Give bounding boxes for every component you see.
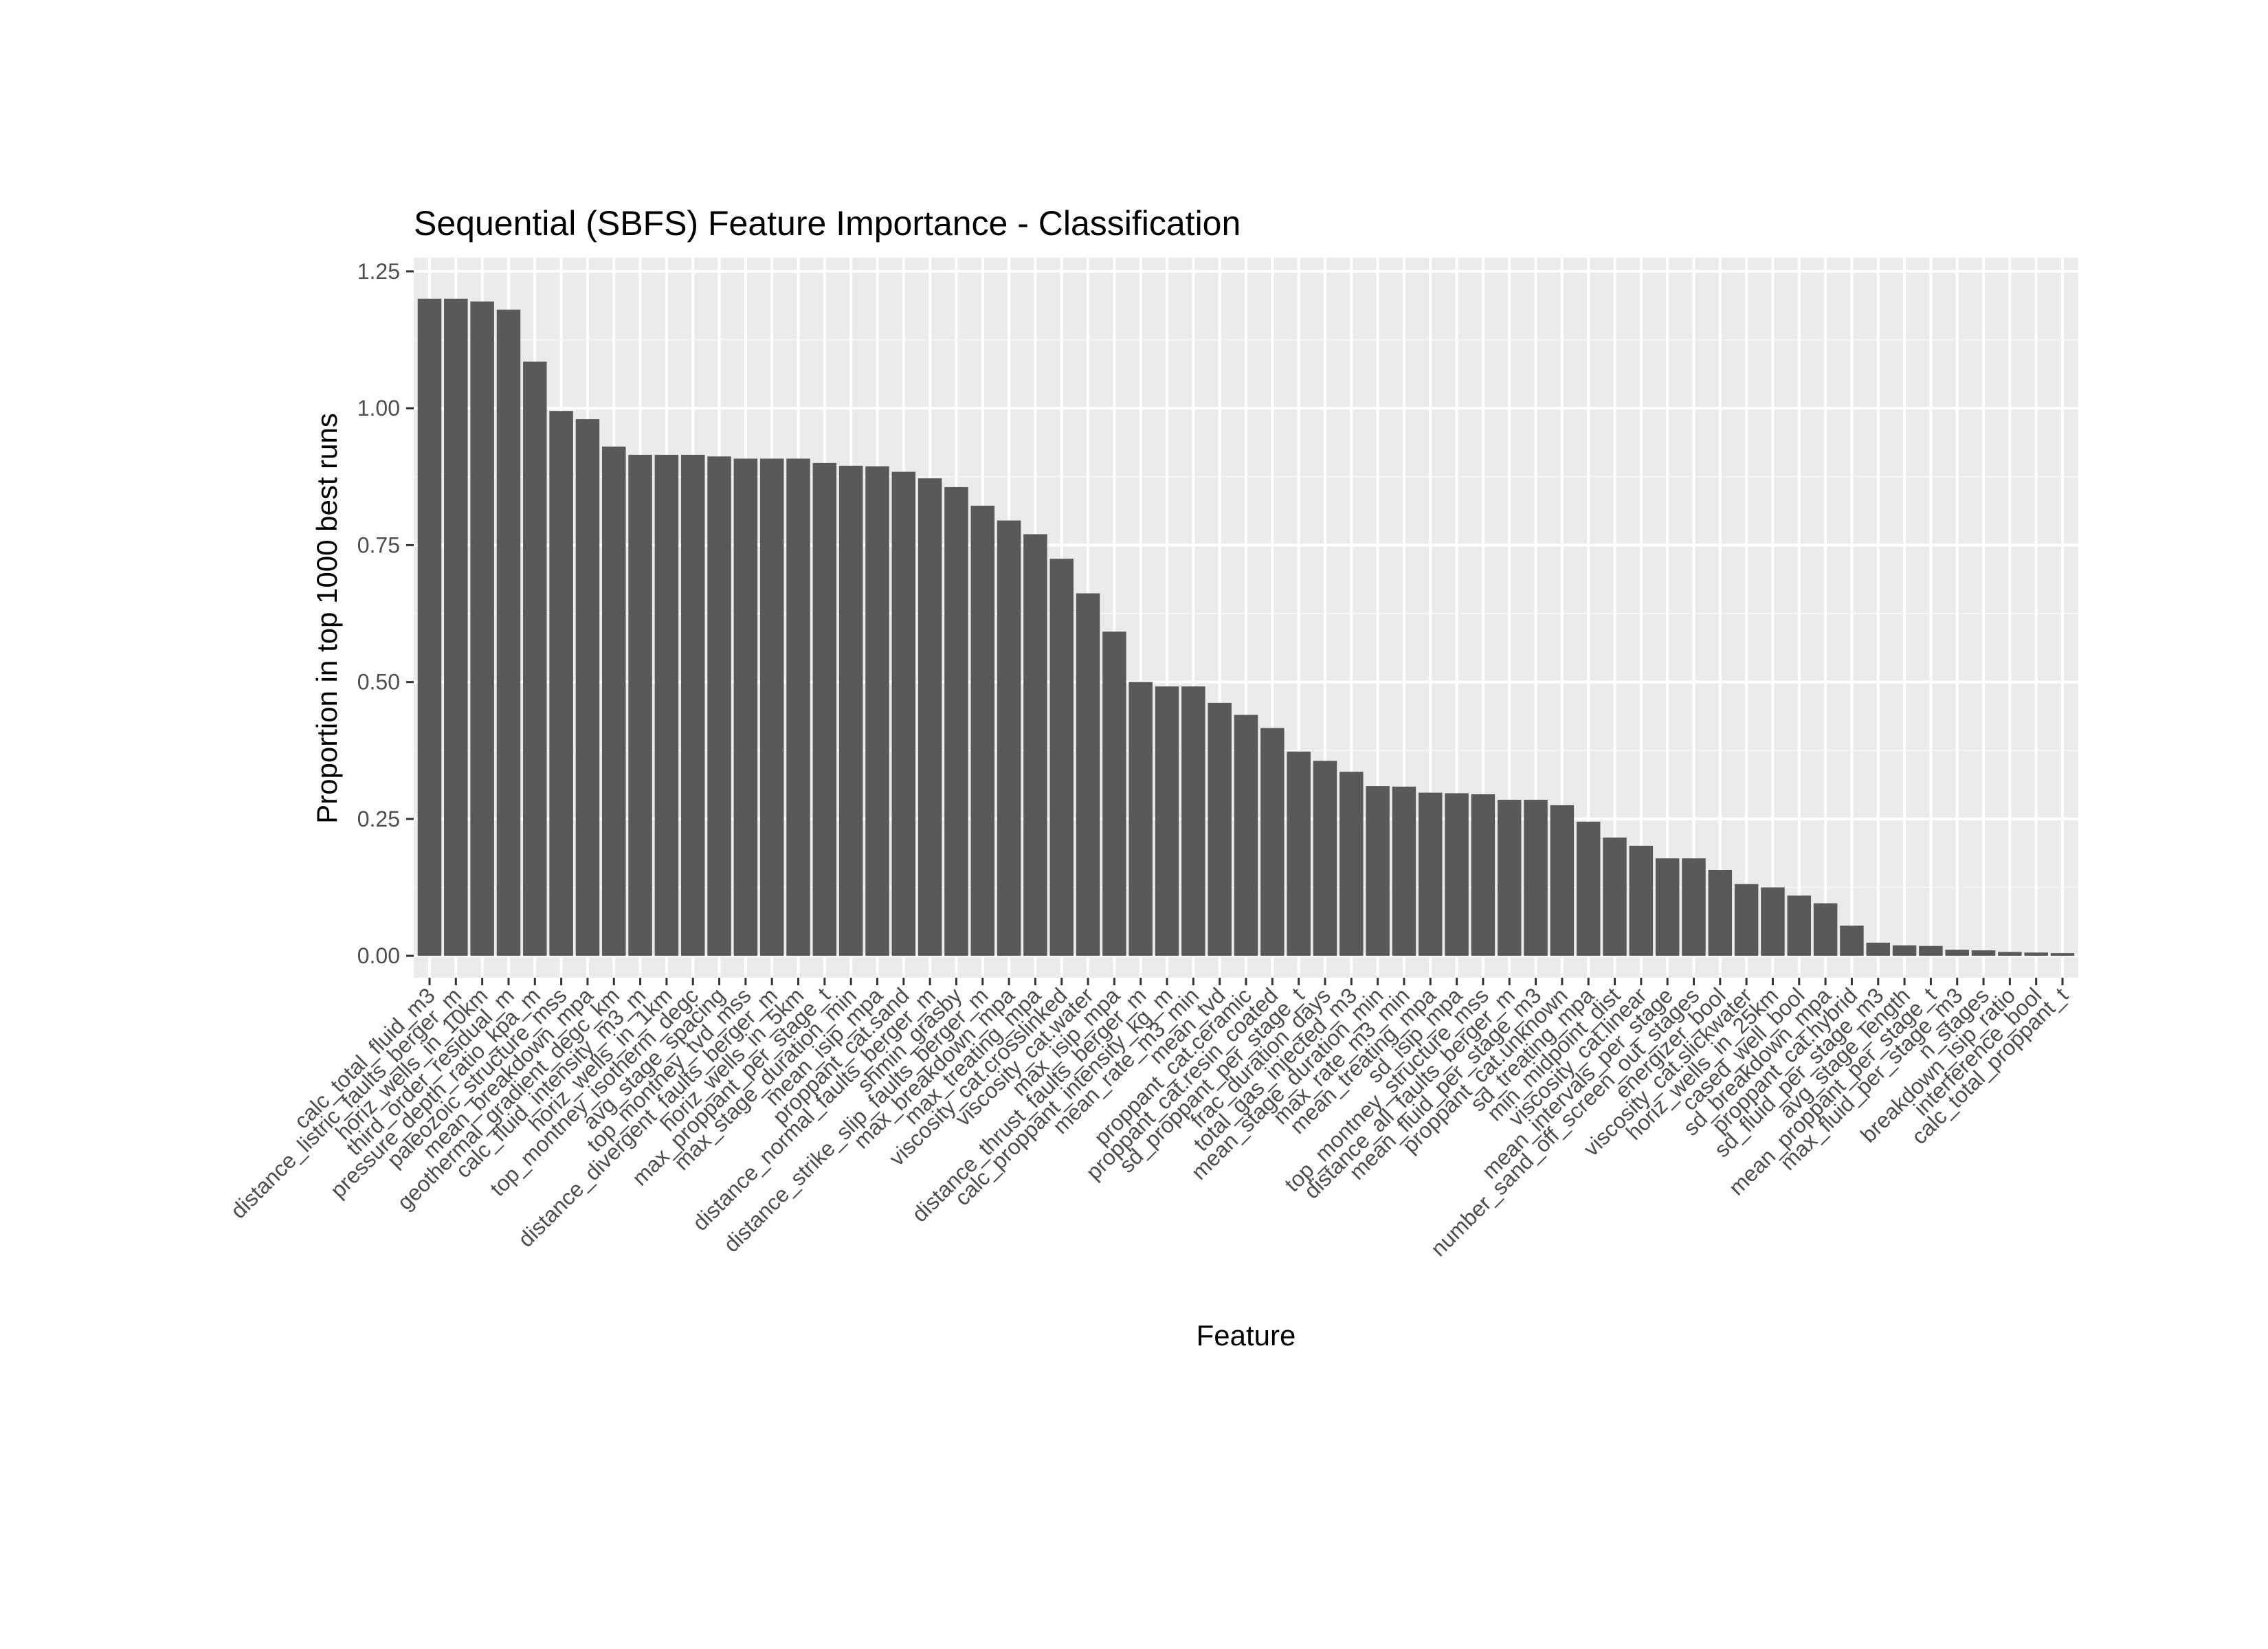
bar-mean_stage_duration_min [1366, 786, 1390, 956]
bar-cased_well_bool [1787, 895, 1812, 956]
bar-breakdown_isip_ratio [1998, 952, 2022, 956]
bar-horiz_wells_in_10km [470, 301, 494, 956]
y-tick-label: 0.00 [357, 943, 400, 968]
bar-energizer_bool [1708, 869, 1733, 956]
bar-mean_breakdown_mpa [575, 419, 600, 956]
bar-max_stage_duration_min [838, 465, 863, 956]
bar-viscosity_cat.linear [1629, 845, 1654, 956]
bar-proppant_cat.hybrid [1840, 926, 1864, 956]
bar-distance_listric_faults_berger_m [444, 298, 468, 956]
bar-distance_strike_slip_faults_berger_m [970, 506, 995, 956]
bars [417, 298, 2075, 956]
y-tick-label: 1.25 [357, 259, 400, 284]
bar-sd_isip_mpa [1445, 793, 1469, 956]
bar-pressure_depth_ratio_kpa_m [523, 361, 547, 956]
bar-paleozoic_structure_mss [549, 411, 573, 956]
y-tick-label: 0.25 [357, 807, 400, 831]
bar-interference_bool [2024, 952, 2048, 956]
bar-distance_divergent_faults_berger_m [759, 458, 784, 956]
bar-viscosity_cat.water [1076, 593, 1100, 956]
bar-min_midpoint_dist [1603, 837, 1627, 956]
y-tick-label: 0.75 [357, 532, 400, 557]
bar-max_treating_mpa [1023, 534, 1047, 956]
bar-avg_stage_spacing [707, 456, 731, 956]
bar-distance_all_faults_berger_m [1497, 799, 1522, 956]
bar-horiz_wells_in_25km [1761, 887, 1785, 956]
bar-avg_stage_length [1892, 945, 1917, 956]
bar-proppant_cat.unknown [1550, 805, 1575, 956]
bar-mean_isip_mpa [865, 466, 889, 956]
bar-top_montney_tvd_mss [733, 458, 758, 956]
x-axis-title: Feature [1197, 1319, 1296, 1351]
bar-calc_total_proppant_t [2050, 953, 2075, 956]
bar-frac_duration_days [1313, 761, 1337, 956]
bar-mean_rate_m3_min [1181, 686, 1205, 956]
bar-sd_proppant_per_stage_t [1287, 751, 1311, 956]
bar-mean_tvd [1208, 702, 1232, 956]
bar-proppant_cat.sand [891, 471, 916, 956]
bar-distance_thrust_faults_berger_m [1129, 682, 1153, 956]
bar-horiz_wells_in_1km [654, 454, 679, 956]
bar-total_gas_injected_m3 [1339, 772, 1364, 956]
chart-title: Sequential (SBFS) Feature Importance - C… [414, 204, 1241, 243]
y-axis-title: Proportion in top 1000 best runs [311, 413, 343, 824]
bar-third_order_residual_m [496, 309, 521, 956]
bar-top_montney_structure_mss [1471, 794, 1496, 956]
bar-number_sand_off_screen_out_stages [1682, 858, 1706, 956]
bar-mean_fluid_per_stage_m3 [1524, 799, 1548, 956]
bar-calc_proppant_intensity_kg_m [1155, 686, 1179, 956]
bar-proppant_cat.resin_coated [1260, 728, 1285, 956]
bar-geothermal_gradient_degc_km [602, 446, 626, 956]
y-axis: 0.00 0.25 0.50 0.75 1.00 1.25 [357, 259, 414, 968]
bar-calc_total_fluid_m3 [417, 298, 442, 956]
bar-distance_normal_faults_berger_m [918, 478, 942, 956]
bar-proppant_cat.ceramic [1234, 715, 1258, 956]
bar-mean_proppant_per_stage_t [1919, 945, 1943, 956]
bar-mean_treating_mpa [1419, 792, 1443, 956]
bar-max_isip_mpa [1102, 631, 1126, 956]
bar-mean_intervals_per_stage [1655, 858, 1680, 956]
bar-max_breakdown_mpa [997, 520, 1021, 956]
y-tick-label: 0.50 [357, 670, 400, 695]
bar-top_montney_isotherm_degc [680, 454, 705, 956]
bar-calc_fluid_intensity_m3_m [628, 454, 652, 956]
bar-sd_breakdown_mpa [1813, 903, 1838, 956]
bar-viscosity_cat.slickwater [1734, 884, 1759, 956]
bar-viscosity_cat.crosslinked [1049, 559, 1074, 956]
x-axis: calc_total_fluid_m3distance_listric_faul… [225, 978, 2073, 1261]
y-tick-label: 1.00 [357, 396, 400, 420]
bar-max_fluid_per_stage_m3 [1945, 950, 1969, 956]
bar-max_rate_m3_min [1392, 786, 1416, 956]
bar-max_proppant_per_stage_t [812, 462, 837, 956]
bar-n_stages [1971, 950, 1996, 956]
bar-sd_treating_mpa [1576, 821, 1601, 956]
bar-horiz_wells_in_5km [786, 458, 810, 956]
bar-shmin_grasby [944, 486, 968, 956]
bar-sd_fluid_per_stage_m3 [1866, 942, 1890, 956]
